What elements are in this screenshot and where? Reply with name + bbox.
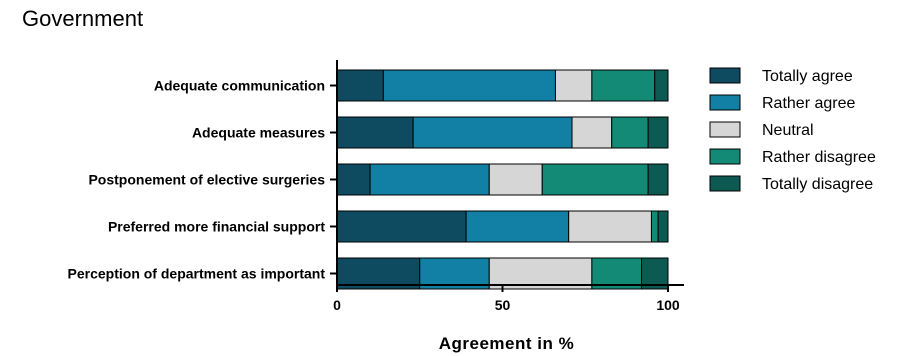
bar-segment (554, 69, 593, 102)
x-axis-ticks: 0 50 100 (333, 285, 680, 313)
bar-segment (488, 257, 593, 290)
bar-segment (488, 163, 543, 196)
category-label: Perception of department as important (68, 266, 326, 282)
x-tick-label: 100 (656, 297, 680, 313)
legend-swatch (709, 94, 741, 111)
bar-segment (336, 257, 421, 290)
bar-segment (336, 163, 371, 196)
bar-segment (647, 116, 669, 149)
legend-label: Rather disagree (762, 149, 876, 166)
category-label: Adequate communication (154, 78, 325, 94)
x-axis-title: Agreement in % (439, 334, 574, 353)
bar-segment (541, 163, 649, 196)
x-tick-label: 0 (333, 297, 341, 313)
legend-label: Neutral (762, 122, 814, 139)
bar-segment (571, 116, 613, 149)
category-label: Adequate measures (192, 125, 325, 141)
bar-segment (336, 210, 467, 243)
category-labels: Adequate communication Adequate measures P… (68, 78, 337, 282)
bar-segment (654, 69, 669, 102)
legend-label: Totally agree (762, 68, 853, 85)
bar-segment (419, 257, 490, 290)
legend-swatch (709, 121, 741, 138)
legend-swatch (709, 148, 741, 165)
bar-segment (412, 116, 573, 149)
bar-segment (650, 210, 659, 243)
bar-segment (382, 69, 556, 102)
bar-segment (465, 210, 570, 243)
legend-label: Rather agree (762, 95, 855, 112)
bar-segment (336, 69, 384, 102)
bar-segment (591, 69, 656, 102)
x-tick-label: 50 (495, 297, 511, 313)
bar-segment (568, 210, 652, 243)
bar-segment (641, 257, 669, 290)
legend: Totally agree Rather agree Neutral Rather d… (709, 67, 876, 193)
bar-segment (611, 116, 649, 149)
legend-label: Totally disagree (762, 176, 873, 193)
bar-segment (647, 163, 669, 196)
bar-segment (591, 257, 643, 290)
bar-segment (657, 210, 669, 243)
chart-title: Government (22, 6, 144, 31)
legend-swatch (709, 175, 741, 192)
bars-group (336, 69, 669, 290)
bar-segment (369, 163, 490, 196)
category-label: Postponement of elective surgeries (88, 172, 325, 188)
bar-segment (336, 116, 414, 149)
legend-swatch (709, 67, 741, 84)
category-label: Preferred more financial support (108, 219, 325, 235)
